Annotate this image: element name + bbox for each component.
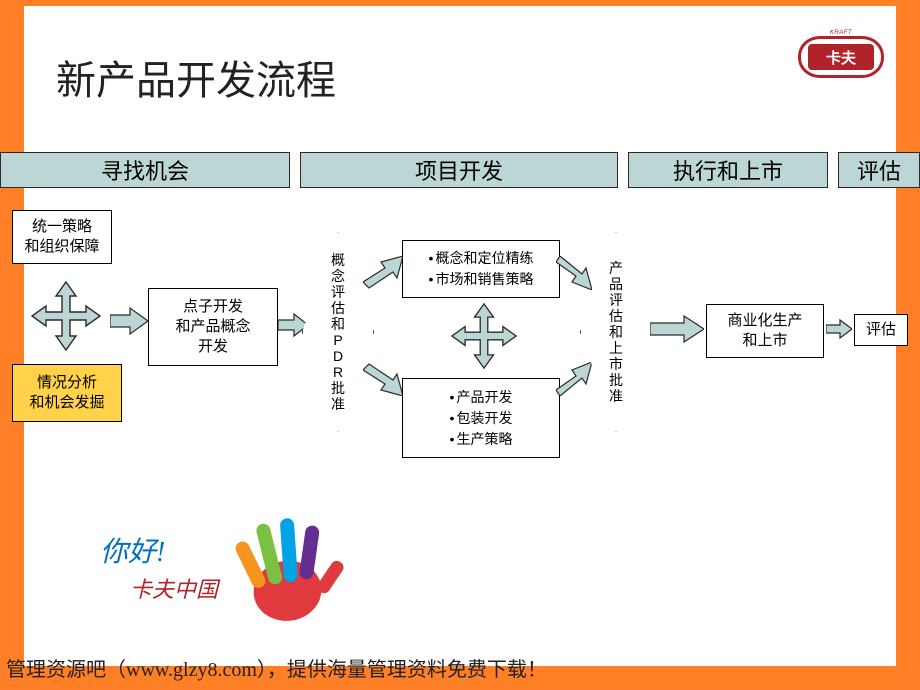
strategy-box: 统一策略 和组织保障 [12,210,112,264]
phase-header: 执行和上市 [628,152,828,188]
arrow-right-icon [826,318,852,340]
logo-text: 卡夫 [808,44,874,70]
arrow-ne-icon [363,256,403,297]
eval-box: 评估 [854,314,908,346]
arrow-se-icon [363,360,403,401]
commercial-box: 商业化生产 和上市 [706,304,824,358]
launch-decision-diamond: 产品评估和上市批准 [580,232,652,432]
situation-box: 情况分析 和机会发掘 [12,364,122,422]
upper-strategy-box: 概念和定位精练 市场和销售策略 [402,240,560,298]
script-greeting: 你好! 卡夫中国 [100,530,218,604]
footer-text: 管理资源吧（www.glzy8.com），提供海量管理资料免费下载！ [6,653,547,682]
kraft-logo: KRAFT 卡夫 [798,36,884,78]
arrow-right-icon [650,314,704,344]
phase-header: 寻找机会 [0,152,290,188]
slide-title: 新产品开发流程 [56,48,336,106]
arrow-right-icon [110,306,148,336]
phase-header: 项目开发 [300,152,618,188]
logo-tab: KRAFT [830,30,852,36]
handprint-icon [210,508,350,628]
four-way-arrow-icon [30,280,102,352]
four-way-arrow-icon [450,302,518,370]
lower-dev-box: 产品开发 包装开发 生产策略 [402,378,560,458]
idea-dev-box: 点子开发 和产品概念 开发 [148,288,278,366]
phase-header: 评估 [838,152,920,188]
